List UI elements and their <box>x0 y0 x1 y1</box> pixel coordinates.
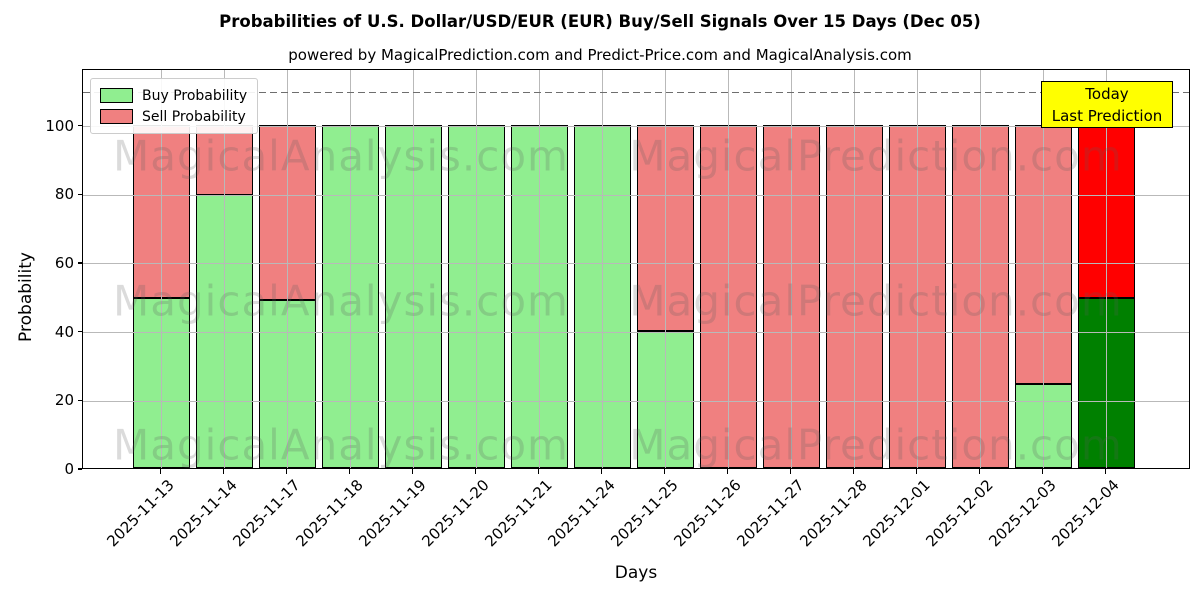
bar-segment-sell <box>889 124 947 468</box>
y-tick-label: 100 <box>45 116 74 135</box>
bar-segment-buy <box>133 298 191 468</box>
chart-title: Probabilities of U.S. Dollar/USD/EUR (EU… <box>219 12 981 31</box>
bar-segment-sell <box>196 124 254 195</box>
bar-segment-sell <box>637 124 695 331</box>
buy-swatch-icon <box>100 88 133 103</box>
bar-segment-sell <box>133 124 191 298</box>
bar-segment-sell <box>259 124 317 300</box>
bar-segment-sell <box>1078 124 1136 298</box>
y-tick-mark <box>77 468 82 470</box>
chart-subtitle: powered by MagicalPrediction.com and Pre… <box>288 46 912 64</box>
bar-segment-buy <box>574 124 632 468</box>
sell-swatch-icon <box>100 109 133 124</box>
y-tick-mark <box>77 399 82 401</box>
bar-segment-buy <box>259 299 317 468</box>
bar-segment-buy <box>196 194 254 468</box>
bar-segment-buy <box>1015 383 1073 468</box>
x-tick-mark <box>412 469 414 474</box>
y-tick-label: 20 <box>54 391 74 410</box>
x-tick-mark <box>853 469 855 474</box>
bar-segment-buy <box>1078 298 1136 468</box>
y-tick-mark <box>77 262 82 264</box>
bar-segment-sell <box>700 124 758 468</box>
bar-segment-sell <box>826 124 884 468</box>
y-tick-mark <box>77 331 82 333</box>
bar-segment-buy <box>322 124 380 468</box>
x-tick-mark <box>1042 469 1044 474</box>
x-tick-mark <box>538 469 540 474</box>
legend-item-buy: Buy Probability <box>100 85 247 106</box>
x-tick-mark <box>979 469 981 474</box>
bar-segment-sell <box>763 124 821 468</box>
legend-label-sell: Sell Probability <box>142 108 246 125</box>
x-tick-mark <box>1105 469 1107 474</box>
y-tick-label: 80 <box>54 185 74 204</box>
y-tick-mark <box>77 193 82 195</box>
bar-segment-sell <box>1015 124 1073 384</box>
x-tick-mark <box>790 469 792 474</box>
x-tick-mark <box>475 469 477 474</box>
x-tick-mark <box>160 469 162 474</box>
y-tick-mark <box>77 124 82 127</box>
y-tick-label: 40 <box>54 322 74 341</box>
bar-segment-buy <box>637 330 695 468</box>
y-tick-label: 60 <box>54 253 74 272</box>
today-annotation-line2: Last Prediction <box>1051 107 1163 125</box>
legend: Buy Probability Sell Probability <box>90 78 259 134</box>
bar-segment-buy <box>511 124 569 468</box>
legend-label-buy: Buy Probability <box>142 87 248 104</box>
x-tick-mark <box>286 469 288 474</box>
bar-segment-sell <box>952 124 1010 468</box>
y-tick-label: 0 <box>64 460 74 478</box>
today-annotation-line1: Today <box>1085 85 1129 103</box>
bar-segment-buy <box>448 124 506 468</box>
y-axis-label: Probability <box>16 252 36 342</box>
x-axis-label: Days <box>614 563 658 583</box>
today-annotation: Today Last Prediction <box>1041 81 1173 128</box>
x-tick-mark <box>601 469 603 474</box>
x-tick-mark <box>349 469 351 474</box>
x-tick-mark <box>223 469 225 474</box>
x-tick-mark <box>916 469 918 474</box>
legend-item-sell: Sell Probability <box>100 106 247 127</box>
x-tick-mark <box>727 469 729 474</box>
x-tick-mark <box>664 469 666 474</box>
bar-segment-buy <box>385 124 443 468</box>
